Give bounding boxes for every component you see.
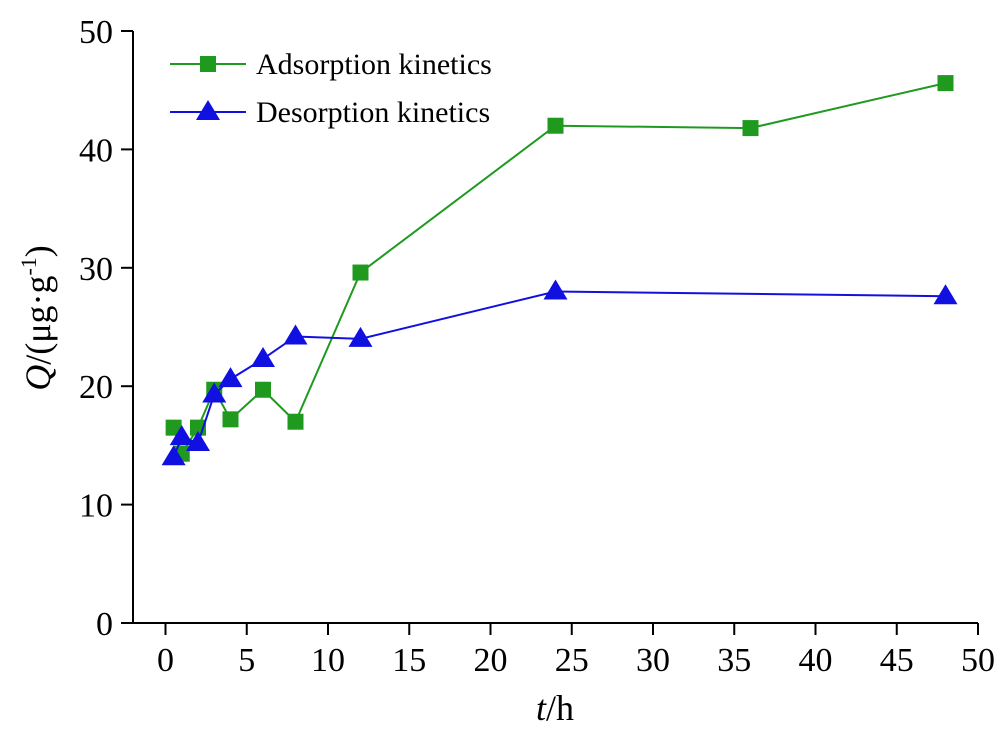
series-layer — [161, 75, 958, 466]
legend-label: Desorption kinetics — [256, 96, 490, 129]
adsorption-point — [742, 120, 759, 137]
axes — [132, 31, 978, 624]
x-tick-label: 50 — [961, 642, 995, 679]
desorption-point — [251, 346, 275, 367]
adsorption-line — [172, 82, 946, 457]
legend-swatch-marker — [200, 56, 216, 72]
adsorption-point — [352, 264, 369, 281]
desorption-point — [543, 279, 568, 300]
y-axis-ticks: 0 10 20 30 40 50 — [79, 14, 133, 643]
x-axis-title: t/h — [536, 688, 574, 728]
desorption-point — [218, 367, 243, 388]
y-tick-label: 30 — [79, 251, 113, 288]
x-tick-label: 45 — [880, 642, 914, 679]
x-tick-label: 20 — [474, 642, 508, 679]
adsorption-point — [547, 117, 564, 134]
x-axis-ticks: 0 5 10 15 20 25 30 35 40 45 50 — [157, 623, 995, 679]
adsorption-point — [222, 411, 239, 428]
y-tick-label: 0 — [96, 606, 113, 643]
legend-item-adsorption: Adsorption kinetics — [170, 48, 492, 81]
x-tick-label: 5 — [238, 642, 255, 679]
y-axis-title: Q/(μg·g-1) — [16, 245, 58, 391]
y-tick-label: 10 — [79, 488, 113, 525]
x-tick-label: 25 — [555, 642, 589, 679]
x-tick-label: 40 — [799, 642, 833, 679]
y-tick-label: 20 — [79, 369, 113, 406]
adsorption-point — [165, 419, 182, 436]
legend-swatch-marker — [196, 100, 220, 120]
x-tick-label: 30 — [636, 642, 670, 679]
adsorption-point — [255, 381, 271, 398]
desorption-point — [161, 445, 186, 466]
desorption-point — [283, 324, 308, 345]
desorption-series — [161, 279, 958, 466]
y-tick-label: 50 — [79, 14, 113, 51]
desorption-line — [172, 290, 946, 458]
desorption-point — [169, 425, 194, 446]
legend-label: Adsorption kinetics — [256, 48, 492, 81]
y-tick-label: 40 — [79, 132, 113, 169]
adsorption-series — [165, 75, 954, 462]
desorption-point — [202, 382, 227, 403]
legend: Adsorption kinetics Desorption kinetics — [170, 48, 492, 129]
desorption-point — [186, 431, 210, 452]
adsorption-point — [937, 75, 954, 92]
desorption-point — [933, 284, 958, 305]
legend-item-desorption: Desorption kinetics — [170, 96, 490, 129]
x-tick-label: 15 — [392, 642, 426, 679]
x-tick-label: 35 — [717, 642, 751, 679]
x-tick-label: 0 — [157, 642, 174, 679]
desorption-point — [348, 326, 373, 347]
x-tick-label: 10 — [311, 642, 345, 679]
adsorption-point — [287, 413, 304, 430]
